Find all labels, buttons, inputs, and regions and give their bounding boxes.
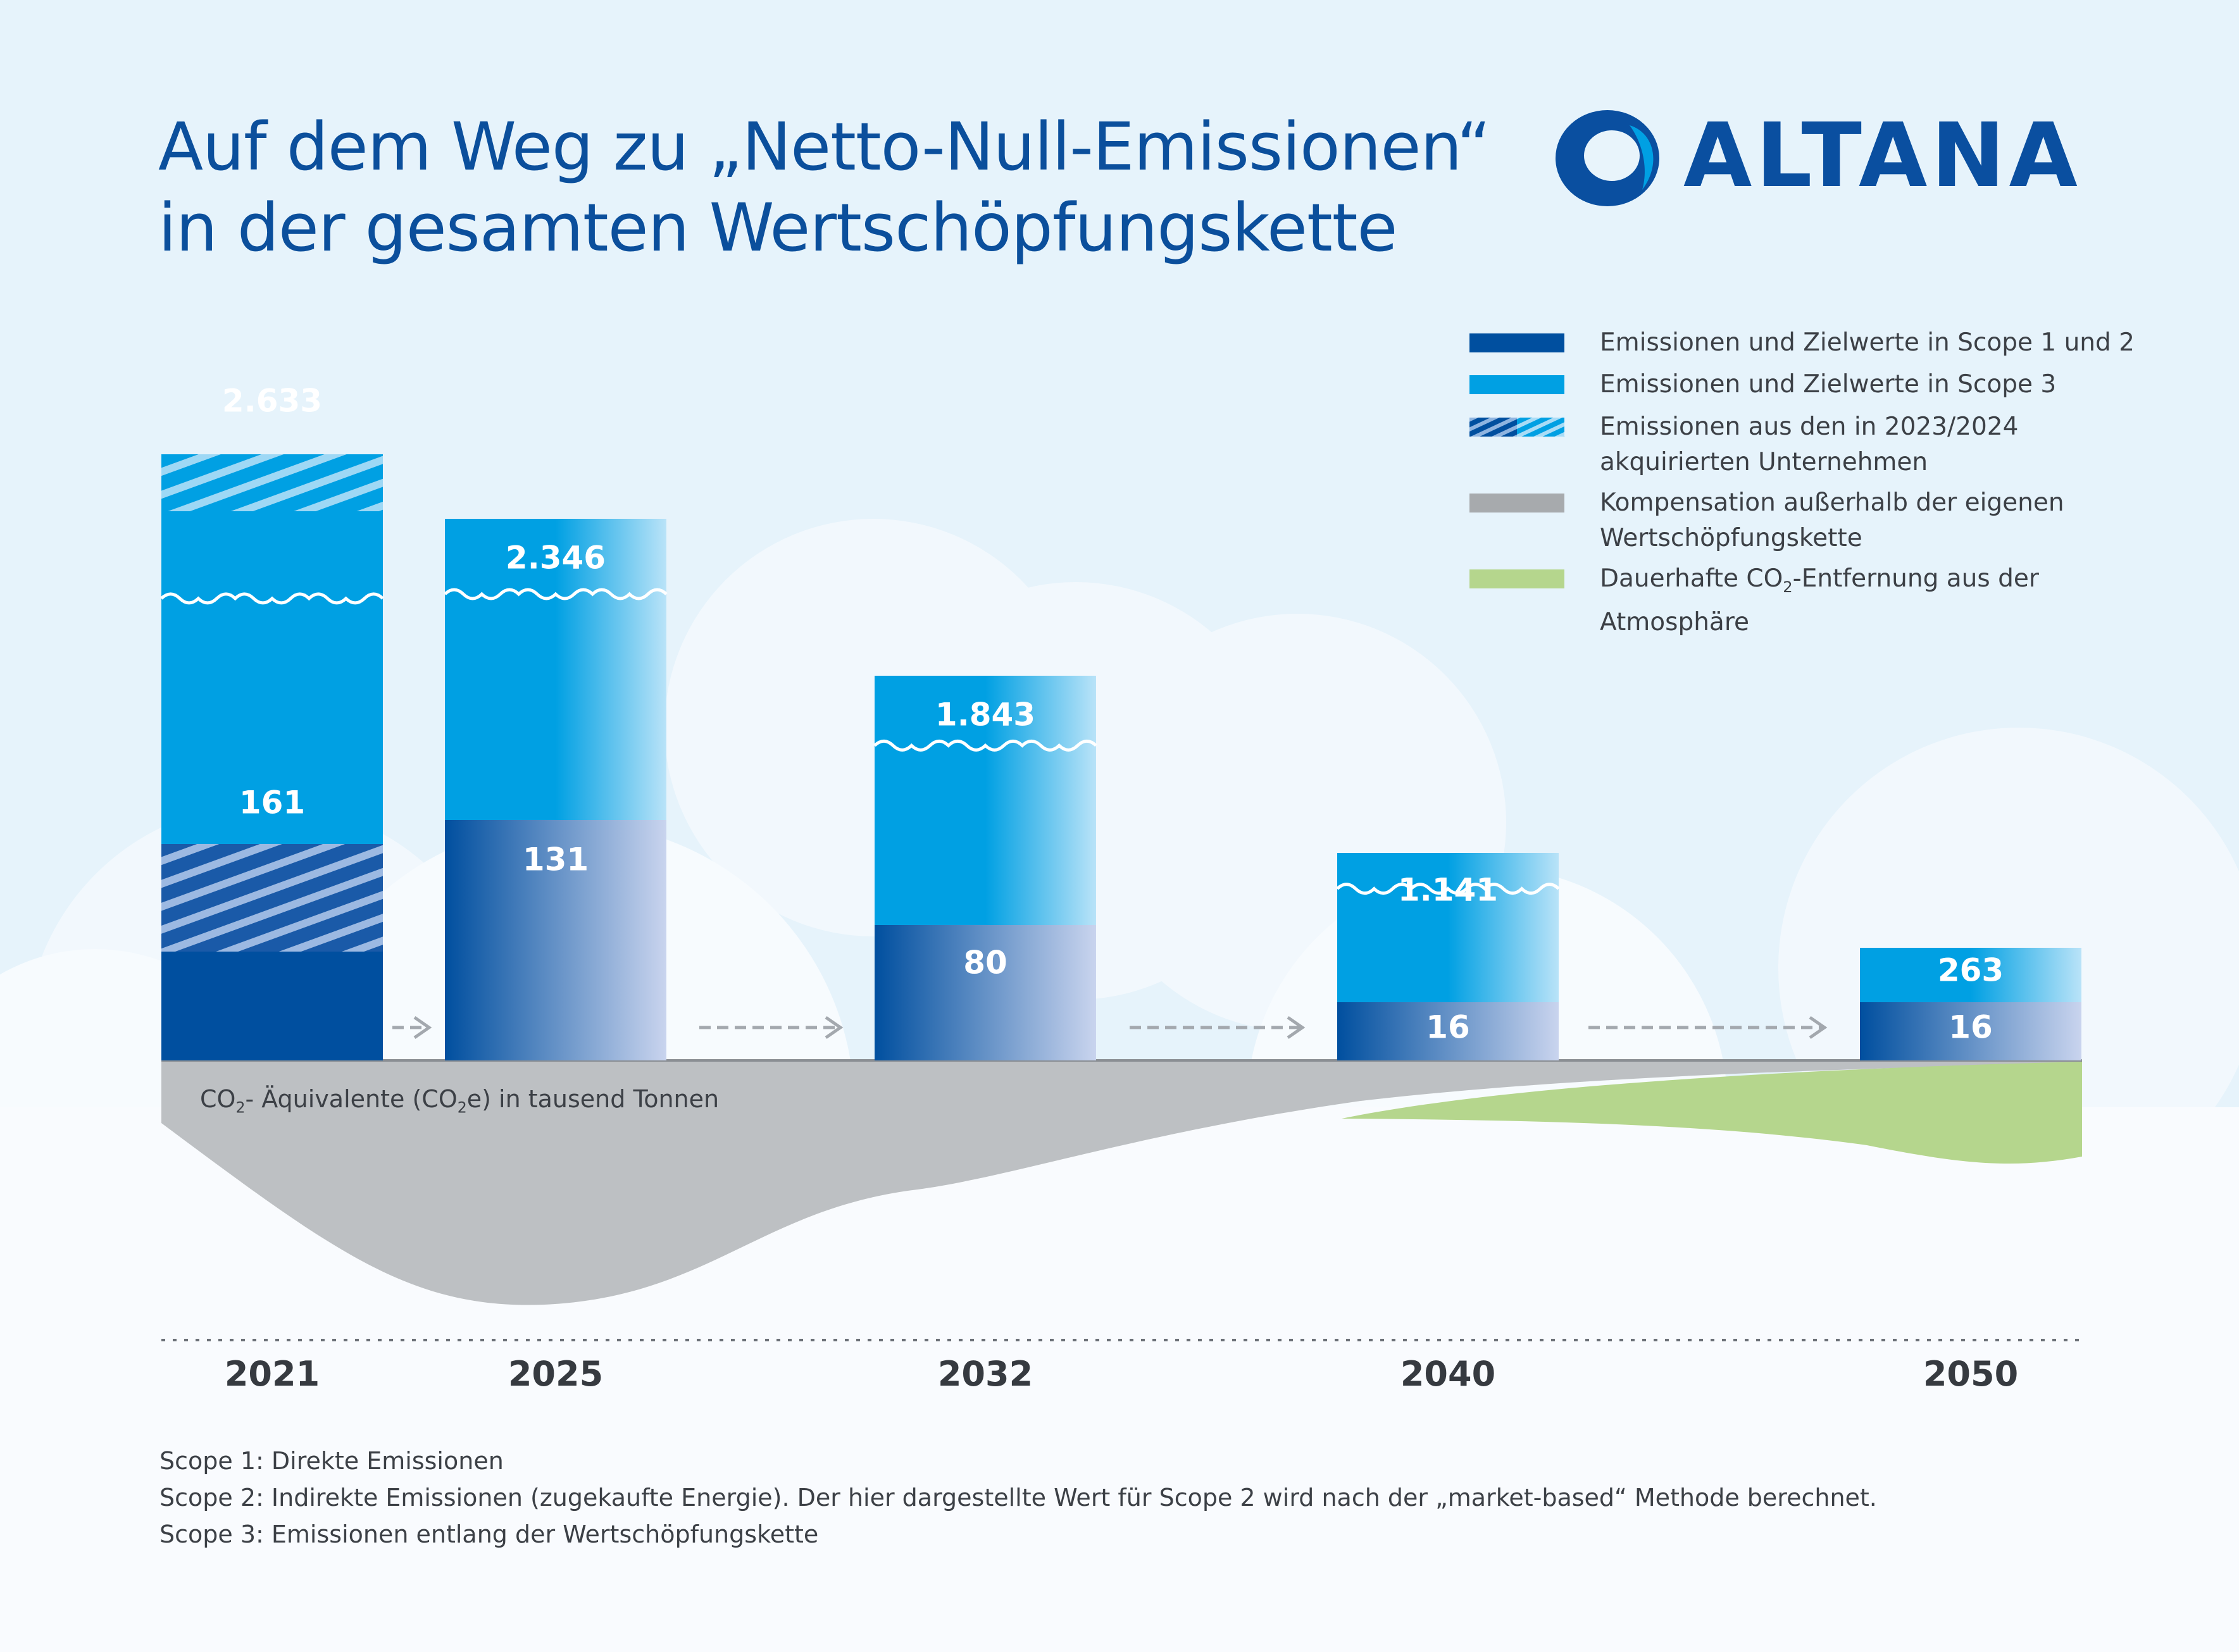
arrow-2021-2025: [392, 1015, 432, 1040]
value-label-scope3-2040: 1.141: [1398, 872, 1498, 909]
page-title: Auf dem Weg zu „Netto-Null-Emissionen“ i…: [158, 106, 1491, 268]
title-line-2: in der gesamten Wertschöpfungskette: [158, 189, 1398, 266]
value-label-scope12-2050: 16: [1949, 1009, 1993, 1046]
flow-arrows: [392, 1015, 1828, 1040]
year-label-2025: 2025: [508, 1354, 604, 1394]
value-label-scope3-2021: 2.633: [222, 383, 322, 419]
title-line-1: Auf dem Weg zu „Netto-Null-Emissionen“: [158, 108, 1491, 185]
legend-label: Dauerhafte CO2-Entfernung aus der Atmosp…: [1600, 564, 2039, 637]
year-label-2032: 2032: [937, 1354, 1033, 1394]
legend-label: Emissionen und Zielwerte in Scope 1 und …: [1600, 328, 2135, 357]
bar-scope12-2032: [875, 925, 1096, 1060]
footnote-scope2: Scope 2: Indirekte Emissionen (zugekauft…: [159, 1484, 1877, 1512]
bar-scope3-acquired-2021: [161, 454, 383, 511]
value-label-scope12-2025: 131: [523, 842, 589, 878]
legend-label: Emissionen aus den in 2023/2024 akquirier…: [1600, 413, 2019, 476]
bar-scope12-2040: [1337, 1002, 1559, 1060]
footnote-scope1: Scope 1: Direkte Emissionen: [159, 1447, 504, 1475]
bar-scope3-2025: [445, 519, 666, 820]
axis-break-2040: [1336, 883, 1560, 895]
legend-label: Emissionen und Zielwerte in Scope 3: [1600, 370, 2057, 399]
bars: 161 2.633 131 2.346 80 1.843 16 1.141 16 263: [160, 383, 2081, 1060]
unit-note: CO2- Äquivalente (CO2e) in tausend Tonne…: [200, 1085, 720, 1117]
value-label-scope12-2040: 16: [1426, 1009, 1470, 1046]
axis-break-2032: [873, 739, 1097, 752]
bar-scope3-2050: [1860, 948, 2081, 1002]
year-label-2021: 2021: [224, 1354, 320, 1394]
bar-scope12-2050: [1860, 1002, 2081, 1060]
footnotes: Scope 1: Direkte Emissionen Scope 2: Ind…: [159, 1443, 1877, 1553]
logo-wordmark: ALTANA: [1683, 104, 2081, 208]
bar-scope3-2040: [1337, 853, 1559, 1002]
bar-scope3-2021: [161, 454, 383, 844]
legend-swatch-compensation: [1469, 494, 1564, 512]
bar-acquired-2021: [161, 844, 383, 952]
legend-swatch-acquired: [1469, 418, 1564, 437]
removal-area: [1342, 1062, 2082, 1164]
value-label-scope3-2050: 263: [1938, 952, 2004, 989]
legend-swatch-scope12: [1469, 333, 1564, 352]
altana-logo: ALTANA: [1554, 108, 2092, 209]
arrow-2032-2040: [1130, 1015, 1306, 1040]
value-label-scope12-2032: 80: [963, 945, 1007, 981]
year-label-2040: 2040: [1400, 1354, 1496, 1394]
value-label-scope3-2025: 2.346: [506, 540, 606, 576]
bar-scope12-2025: [445, 820, 666, 1060]
bar-scope3-2032: [875, 676, 1096, 925]
footnote-scope3: Scope 3: Emissionen entlang der Wertschö…: [159, 1520, 819, 1548]
axis-break-2021: [160, 592, 384, 605]
bar-scope12-2021: [161, 952, 383, 1060]
compensation-area: [161, 1060, 2082, 1305]
arrow-2025-2032: [699, 1015, 844, 1040]
legend-swatch-scope3: [1469, 375, 1564, 394]
arrow-2040-2050: [1588, 1015, 1828, 1040]
value-label-scope3-2032: 1.843: [935, 697, 1035, 733]
legend-label: Kompensation außerhalb der eigenen Wertsc…: [1600, 488, 2064, 552]
altana-ring-logo-icon: [1556, 110, 1659, 206]
value-label-acquired-2021: 161: [239, 785, 305, 821]
axis-break-2025: [444, 588, 668, 600]
year-label-2050: 2050: [1923, 1354, 2019, 1394]
legend-swatch-removal: [1469, 569, 1564, 588]
